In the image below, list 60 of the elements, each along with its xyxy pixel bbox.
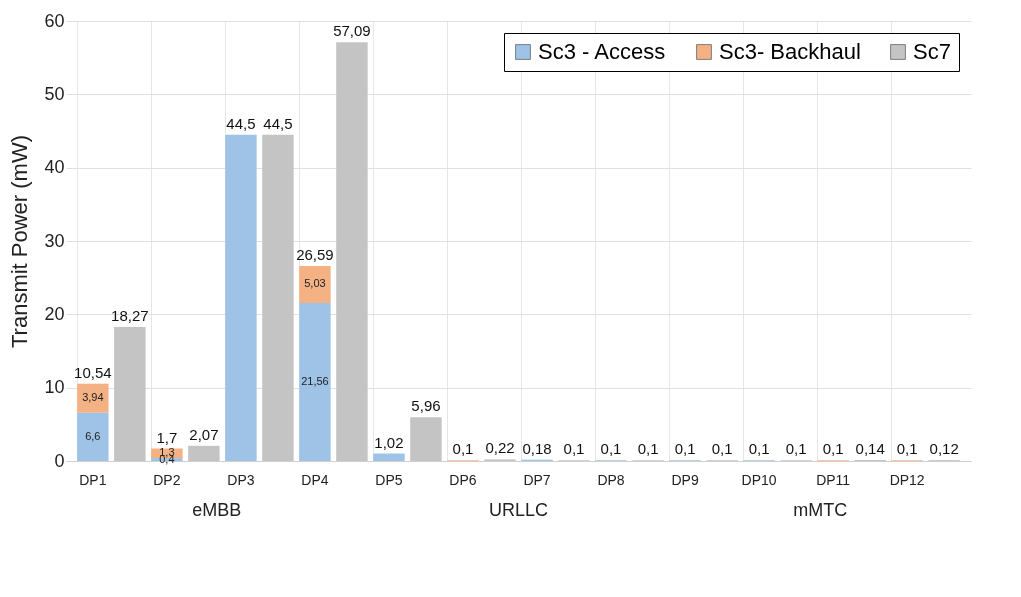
x-tick-label: DP8 (597, 471, 625, 488)
bar (299, 302, 331, 461)
total-label: 44,5 (226, 114, 256, 132)
bar (77, 383, 109, 413)
y-tick-label: 50 (44, 83, 65, 104)
total-label: 0,1 (896, 440, 918, 458)
total-label: 1,02 (374, 433, 404, 451)
total-label: 0,1 (822, 440, 844, 458)
data-label: 21,56 (301, 374, 329, 387)
y-tick-label: 40 (44, 157, 65, 178)
total-label: 0,1 (452, 440, 474, 458)
data-label: 3,94 (82, 391, 104, 404)
data-label: 18,27 (111, 307, 149, 325)
y-axis-title: Transmit Power (mW) (7, 134, 33, 349)
legend-label: Sc3- Backhaul (719, 39, 861, 64)
bar (77, 412, 109, 461)
total-label: 0,18 (522, 439, 552, 457)
text: URLLC (488, 500, 549, 520)
y-tick-label: 20 (44, 303, 65, 324)
x-tick-label: DP3 (227, 471, 255, 488)
data-label: 44,5 (263, 114, 293, 132)
x-tick-label: DP9 (671, 471, 699, 488)
total-label: 26,59 (296, 246, 334, 264)
total-label: 0,1 (748, 440, 770, 458)
x-tick-label: DP1 (79, 471, 107, 488)
total-label: 0,1 (674, 440, 696, 458)
x-tick-label: DP12 (889, 471, 925, 488)
x-tick-label: DP10 (741, 471, 777, 488)
data-label: 0,12 (929, 440, 959, 458)
total-label: 1,7 (156, 428, 178, 446)
y-tick-label: 30 (44, 230, 65, 251)
y-tick-label: 0 (54, 450, 65, 471)
total-label: 10,54 (74, 363, 112, 381)
bar (373, 453, 405, 461)
total-label: 0,1 (600, 440, 622, 458)
text: eMBB (192, 500, 242, 520)
x-tick-label: DP5 (375, 471, 403, 488)
bar (299, 266, 331, 303)
data-label: 0,1 (711, 440, 733, 458)
data-label: 0,14 (855, 439, 885, 457)
legend-label: Sc3 - Access (538, 39, 666, 64)
x-tick-label: DP6 (449, 471, 477, 488)
data-label: 6,6 (85, 429, 101, 442)
data-label: 57,09 (333, 22, 371, 40)
data-label: 2,07 (189, 425, 219, 443)
data-label: 0,1 (637, 440, 659, 458)
data-label: 0,1 (785, 440, 807, 458)
data-label: 5,96 (411, 397, 441, 415)
y-tick-label: 10 (44, 377, 65, 398)
x-tick-label: DP11 (816, 471, 851, 488)
x-tick-label: DP4 (301, 471, 329, 488)
y-tick-label: 60 (44, 10, 65, 31)
data-label: 0,22 (485, 439, 515, 457)
data-label: 5,03 (304, 277, 326, 290)
text: mMTC (793, 500, 848, 520)
x-tick-label: DP2 (153, 471, 181, 488)
bar (225, 134, 257, 461)
data-label: 0,1 (563, 440, 585, 458)
x-tick-label: DP7 (523, 471, 551, 488)
legend-label: Sc7 (913, 39, 951, 64)
